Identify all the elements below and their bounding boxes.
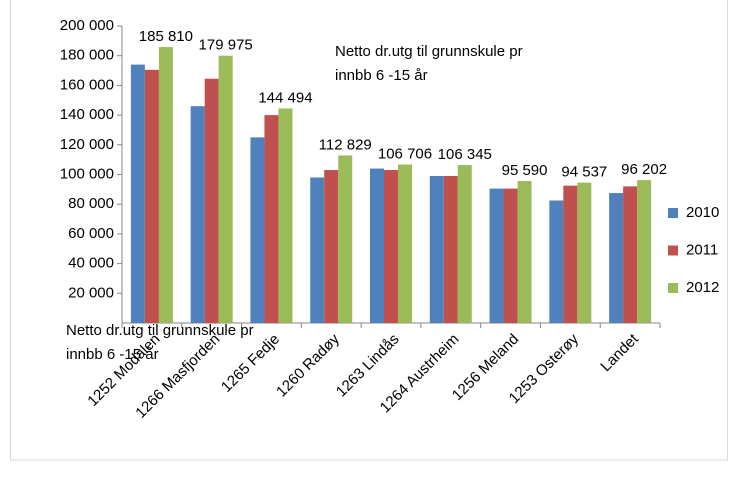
bar	[623, 186, 638, 323]
bar	[278, 108, 293, 323]
data-label: 94 537	[561, 164, 607, 181]
y-tick-label: 60 000	[68, 225, 114, 242]
bar	[457, 165, 472, 323]
data-label: 106 345	[438, 146, 492, 163]
bar	[609, 193, 624, 323]
legend-label: 2012	[686, 279, 719, 296]
y-tick-label: 200 000	[60, 17, 114, 34]
x-axis-label: innbb 6 -15 år	[66, 346, 159, 363]
data-label: 144 494	[258, 89, 312, 106]
legend-swatch	[668, 283, 678, 293]
y-tick-label: 160 000	[60, 76, 114, 93]
legend-label: 2010	[686, 204, 719, 221]
legend-label: 2011	[686, 241, 718, 258]
y-tick-label: 120 000	[60, 136, 114, 153]
bar	[443, 175, 458, 323]
data-label: 185 810	[139, 28, 193, 45]
bar	[384, 170, 398, 323]
bar	[264, 115, 279, 323]
bar	[563, 185, 578, 323]
data-label: 95 590	[502, 162, 548, 179]
chart-title: innbb 6 -15 år	[335, 67, 428, 84]
bar	[218, 55, 233, 324]
y-tick-label: 40 000	[68, 255, 114, 272]
bar	[190, 106, 205, 323]
bar	[489, 188, 504, 323]
bar	[370, 168, 384, 323]
bar	[338, 155, 353, 323]
bar	[429, 175, 444, 323]
legend-swatch	[668, 208, 678, 218]
bar	[310, 177, 325, 323]
data-label: 96 202	[621, 161, 667, 178]
y-tick-label: 20 000	[68, 284, 114, 301]
bar	[250, 137, 265, 323]
bar	[324, 170, 339, 323]
bar	[549, 200, 564, 323]
bar	[577, 182, 592, 323]
legend-swatch	[668, 245, 678, 256]
y-tick-label: 80 000	[68, 195, 114, 212]
data-label: 112 829	[319, 136, 372, 153]
x-axis-label: Netto dr.utg til grunnskule pr	[66, 322, 254, 339]
bar	[517, 181, 532, 323]
chart-border	[10, 0, 728, 461]
y-tick-label: 180 000	[60, 47, 114, 64]
bar	[637, 180, 652, 323]
y-tick-label: 140 000	[60, 106, 114, 123]
bar	[144, 69, 159, 324]
bar	[130, 64, 145, 324]
data-label: 179 975	[199, 37, 253, 54]
bar	[398, 164, 412, 323]
y-tick-label: 100 000	[60, 165, 114, 182]
chart-title: Netto dr.utg til grunnskule pr	[335, 43, 523, 60]
bar	[503, 188, 518, 323]
data-label: 106 706	[378, 146, 432, 163]
bar	[204, 78, 219, 323]
bar	[158, 47, 173, 324]
